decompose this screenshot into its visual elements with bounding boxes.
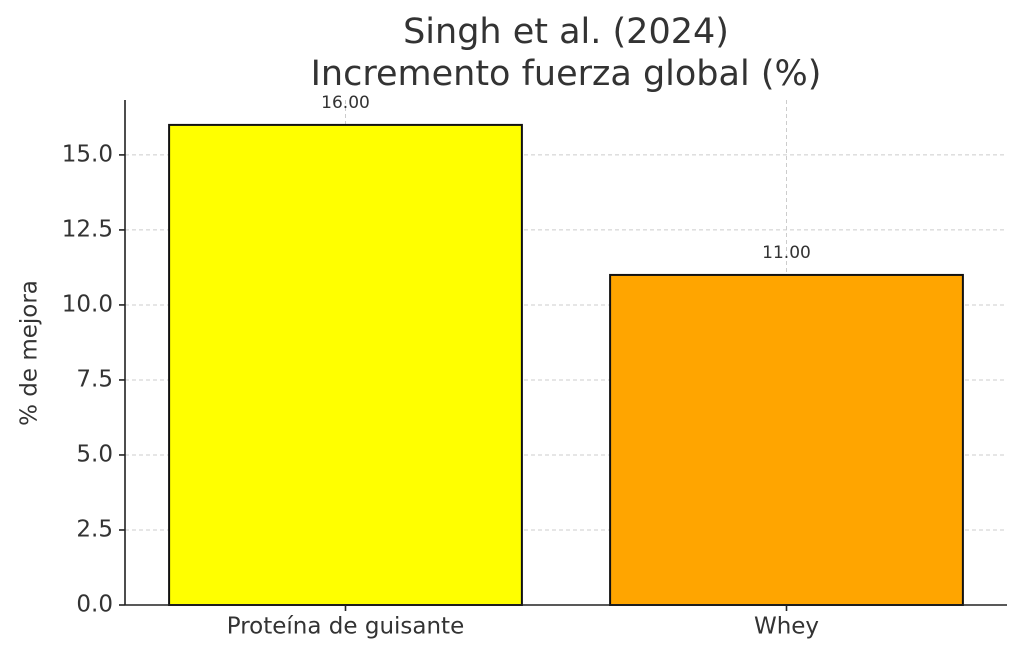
y-tick-label: 0.0 (76, 592, 113, 618)
y-tick-label: 10.0 (62, 291, 113, 317)
value-label: 11.00 (762, 243, 811, 263)
y-tick-label: 12.5 (62, 216, 113, 242)
y-tick-label: 15.0 (62, 141, 113, 167)
x-tick-label: Proteína de guisante (227, 614, 464, 640)
chart-title: Incremento fuerza global (%) (311, 54, 822, 94)
x-tick-label: Whey (754, 614, 819, 640)
value-label: 16.00 (321, 93, 370, 113)
y-tick-label: 7.5 (76, 366, 113, 392)
chart-title: Singh et al. (2024) (403, 12, 729, 52)
bar (168, 123, 523, 606)
bar (609, 273, 964, 606)
y-axis-label: % de mejora (17, 280, 43, 426)
y-tick-label: 5.0 (76, 441, 113, 467)
y-tick-label: 2.5 (76, 516, 113, 542)
